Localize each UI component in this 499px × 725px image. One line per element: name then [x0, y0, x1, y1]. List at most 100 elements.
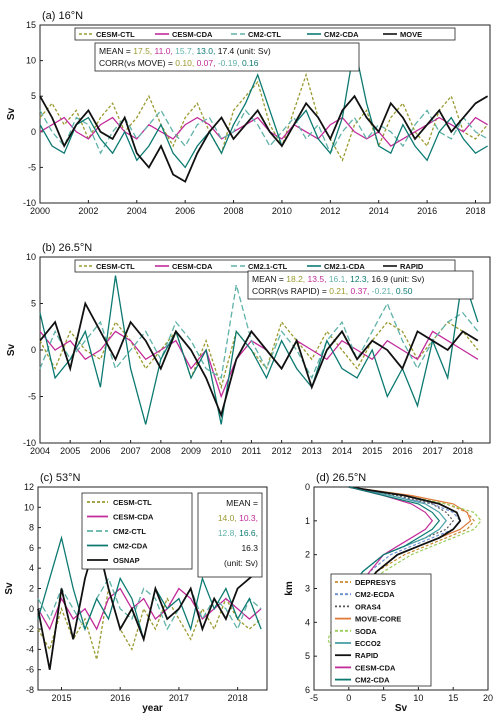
- legend-label: CM2.1-CDA: [324, 262, 365, 271]
- x-tick-label: 2009: [181, 446, 201, 456]
- legend-label: CM2-CDA: [355, 676, 390, 685]
- corr-text: CORR(vs RAPID) = 0.21, 0.37, -0.21, 0.50: [252, 286, 413, 296]
- y-tick-label: -6: [26, 665, 34, 675]
- y-axis-label: Sv: [6, 107, 17, 120]
- series-line-cesm-ctl: [39, 320, 479, 390]
- y-tick-label: 5: [31, 91, 36, 101]
- profile-line-depresys: [337, 486, 475, 674]
- legend-label: SODA: [355, 627, 377, 636]
- stats-box: [247, 270, 474, 300]
- series-line-cesm-cda: [39, 116, 488, 147]
- series-line-osnap: [37, 534, 262, 670]
- y-tick-label: 5: [305, 651, 310, 661]
- series-line-cesm-cda: [37, 587, 262, 631]
- series-line-cm2-ctl: [39, 109, 488, 155]
- x-tick-label: 2011: [242, 446, 261, 456]
- y-axis-label: Sv: [4, 582, 15, 595]
- profile-line-oras4: [334, 486, 454, 674]
- x-tick-label: 2017: [169, 693, 189, 703]
- profile-line-soda: [327, 486, 482, 674]
- x-tick-label: 0: [346, 693, 351, 703]
- x-axis-label: Sv: [395, 703, 408, 714]
- x-tick-label: 2000: [30, 206, 50, 216]
- legend-label: CESM-CDA: [172, 262, 213, 271]
- panel-d: (d) 26.5°N -5 0 5 10 15 20 0 1 2 3 4 5 6 Sv km DEPRESYS C…: [284, 472, 493, 714]
- x-tick-label: 2002: [78, 206, 98, 216]
- x-tick-label: 5: [381, 693, 386, 703]
- stats-box: [197, 492, 263, 578]
- legend-label: OSNAP: [113, 556, 140, 565]
- x-tick-label: 2017: [423, 446, 443, 456]
- y-tick-label: 12: [24, 482, 34, 492]
- legend-label: MOVE-CORE: [355, 615, 401, 624]
- y-tick-label: 0: [31, 345, 36, 355]
- y-tick-label: 5: [31, 299, 36, 309]
- x-tick-label: 2012: [320, 206, 340, 216]
- x-tick-label: 2010: [211, 446, 231, 456]
- legend-label: MOVE: [400, 30, 422, 39]
- y-tick-label: 15: [26, 20, 36, 30]
- y-axis-label: Sv: [6, 343, 17, 356]
- mean-text: 16.3: [241, 543, 258, 553]
- legend-label: CESM-CDA: [355, 663, 396, 672]
- series-line-cm2-cda: [39, 46, 488, 169]
- mean-text: 14.0, 10.3,: [218, 513, 258, 523]
- panel-title: (c) 53°N: [40, 472, 81, 484]
- legend-label: CM2-CDA: [324, 30, 359, 39]
- y-tick-label: -4: [26, 644, 34, 654]
- x-tick-label: 2012: [272, 446, 292, 456]
- panel-title: (b) 26.5°N: [42, 242, 92, 254]
- x-tick-label: 20: [483, 693, 493, 703]
- mean-text: MEAN =: [226, 498, 258, 508]
- panel-title: (a) 16°N: [42, 10, 83, 22]
- mean-text: (unit: Sv): [224, 558, 258, 568]
- legend-label: CESM-CTL: [113, 498, 152, 507]
- x-axis-label: year: [142, 703, 163, 714]
- panel-a: (a) 16°N 2000 2002 2004 2006 2008 2010 2012 2014…: [6, 10, 491, 216]
- y-tick-label: 4: [305, 617, 310, 627]
- x-tick-label: 2014: [369, 206, 389, 216]
- x-tick-label: 10: [413, 693, 423, 703]
- x-tick-label: -5: [310, 693, 318, 703]
- y-tick-label: 10: [26, 252, 36, 262]
- y-tick-label: 10: [26, 56, 36, 66]
- x-tick-label: 2013: [302, 446, 322, 456]
- legend-label: ORAS4: [355, 602, 382, 611]
- legend-label: CM2-CTL: [113, 527, 146, 536]
- legend-label: CM2-CDA: [113, 542, 148, 551]
- corr-text: CORR(vs MOVE) = 0.10, 0.07, -0.19, 0.16: [99, 58, 259, 68]
- series-line-cm2-ctl: [37, 576, 262, 631]
- legend-label: CESM-CDA: [113, 513, 154, 522]
- y-tick-label: 0: [31, 127, 36, 137]
- series-line-cesm-ctl: [39, 72, 489, 162]
- x-tick-label: 2014: [332, 446, 352, 456]
- y-tick-label: 6: [305, 685, 310, 695]
- x-tick-label: 2010: [272, 206, 292, 216]
- y-tick-label: 8: [29, 523, 34, 533]
- series-line-cesm-ctl: [37, 588, 262, 660]
- x-tick-label: 2018: [465, 206, 485, 216]
- legend-label: RAPID: [355, 651, 379, 660]
- legend-label: RAPID: [400, 262, 424, 271]
- legend-label: DEPRESYS: [355, 578, 396, 587]
- legend-label: CESM-CDA: [172, 30, 213, 39]
- y-tick-label: -5: [28, 162, 36, 172]
- y-tick-label: 0: [305, 482, 310, 492]
- legend-label: CESM-CTL: [96, 30, 135, 39]
- x-tick-label: 2015: [51, 693, 71, 703]
- plot-frame: [39, 24, 491, 204]
- series-line-rapid: [39, 300, 479, 418]
- y-tick-label: -8: [26, 685, 34, 695]
- x-tick-label: 2018: [228, 693, 248, 703]
- y-tick-label: 2: [29, 584, 34, 594]
- legend-label: ECCO2: [355, 639, 381, 648]
- legend-label: CM2.1-CTL: [248, 262, 288, 271]
- x-tick-label: 2008: [224, 206, 244, 216]
- x-tick-label: 2005: [60, 446, 80, 456]
- x-tick-label: 2016: [417, 206, 437, 216]
- panel-c: (c) 53°N 2015 2016 2017 2018 -8 -6 -4 -2 0 2 4 6 8 10 1…: [4, 472, 268, 714]
- series-line-move: [39, 94, 489, 183]
- x-tick-label: 2016: [110, 693, 130, 703]
- y-tick-label: 6: [29, 543, 34, 553]
